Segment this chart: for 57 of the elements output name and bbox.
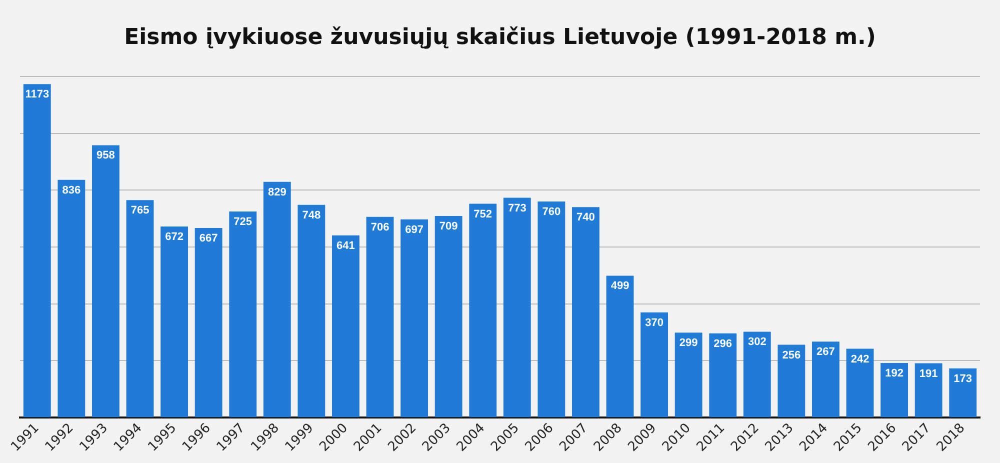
data-label: 499 (610, 280, 630, 292)
data-label: 740 (576, 212, 595, 224)
data-label: 760 (542, 206, 561, 218)
data-label: 748 (302, 209, 321, 222)
data-label: 709 (439, 220, 458, 233)
data-label: 672 (165, 231, 184, 244)
data-label: 173 (954, 372, 972, 385)
bar (640, 312, 668, 418)
data-label: 765 (130, 204, 150, 217)
bar (778, 344, 806, 418)
data-label: 641 (336, 240, 355, 252)
bar (674, 332, 702, 418)
bar (914, 363, 942, 418)
bar (58, 180, 86, 418)
bar (606, 276, 634, 418)
data-label: 773 (508, 202, 526, 214)
data-label: 256 (782, 349, 801, 362)
bar (229, 211, 257, 418)
data-label: 752 (474, 208, 492, 220)
bar (572, 207, 600, 418)
bar (880, 362, 908, 418)
bar (23, 84, 51, 418)
data-label: 191 (919, 368, 938, 380)
bar (846, 348, 874, 418)
bar (263, 182, 291, 418)
data-label: 299 (679, 337, 698, 350)
data-label: 958 (96, 150, 115, 162)
data-label: 1173 (25, 88, 50, 101)
data-label: 267 (816, 346, 835, 358)
data-label: 725 (234, 216, 252, 228)
bar (503, 198, 531, 418)
data-label: 302 (748, 336, 766, 348)
data-label: 296 (714, 338, 732, 350)
data-label: 242 (850, 353, 870, 366)
bar (126, 200, 154, 418)
bar (400, 219, 428, 418)
bar (434, 216, 462, 418)
bar (194, 228, 222, 418)
data-label: 829 (268, 186, 286, 198)
bar (812, 342, 840, 418)
bar (332, 235, 360, 418)
bar (298, 204, 326, 418)
bar (538, 202, 566, 418)
data-label: 697 (405, 224, 424, 236)
bar (160, 226, 188, 418)
data-label: 192 (885, 368, 904, 380)
data-label: 836 (62, 184, 81, 196)
bar (366, 216, 394, 418)
bar (469, 204, 497, 418)
data-label: 706 (370, 221, 390, 234)
bar (92, 145, 120, 418)
bar (709, 333, 737, 418)
data-label: 370 (645, 316, 664, 329)
bar (743, 332, 771, 418)
bar (949, 368, 977, 418)
chart-title: Eismo įvykiuose žuvusiųjų skaičius Lietuvoje (1991-2018 m.) (124, 24, 876, 50)
data-label: 667 (199, 232, 218, 244)
